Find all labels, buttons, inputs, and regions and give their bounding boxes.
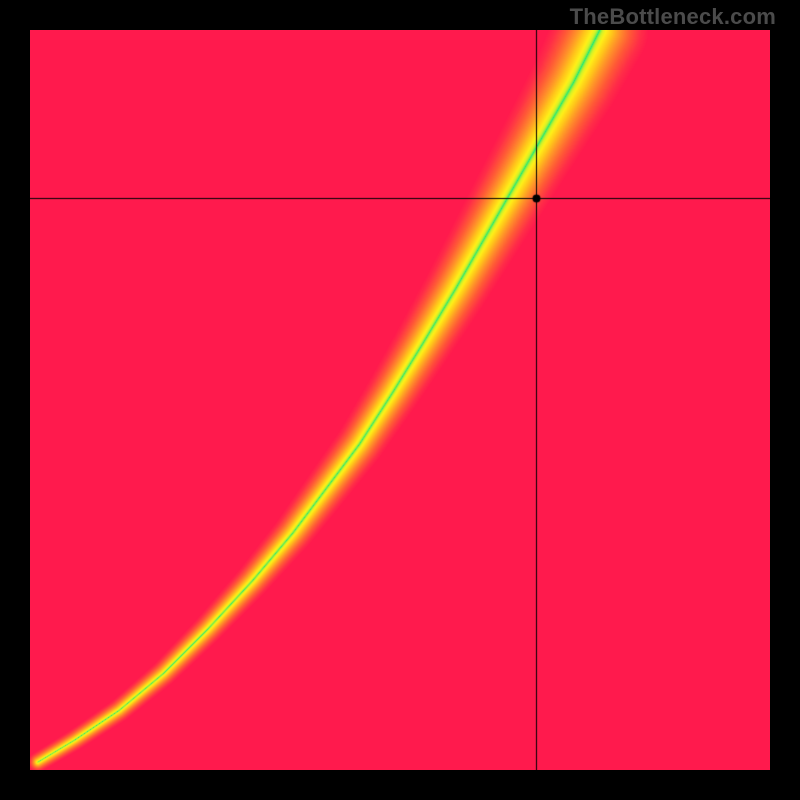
watermark-text: TheBottleneck.com xyxy=(570,4,776,30)
bottleneck-heatmap xyxy=(30,30,770,770)
chart-container: TheBottleneck.com xyxy=(0,0,800,800)
